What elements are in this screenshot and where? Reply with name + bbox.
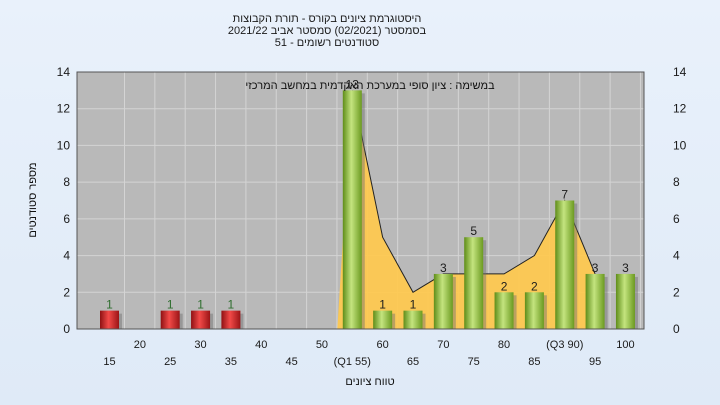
y-tick-label-right: 14	[673, 65, 687, 79]
distribution-area	[337, 90, 598, 329]
y-axis-left: 0 2 4 6 8 10 12 14	[57, 65, 71, 336]
chart-title-line: סטודנטים רשומים - 51	[275, 37, 379, 49]
y-tick-label: 12	[57, 102, 71, 116]
x-axis-label: טווח ציונים	[345, 376, 394, 388]
y-tick-label: 0	[63, 322, 70, 336]
y-axis-right: 0 2 4 6 8 10 12 14	[673, 65, 687, 336]
x-tick-label: (Q3 90)	[546, 339, 583, 351]
bar-value-label: 1	[106, 298, 113, 312]
y-tick-label-right: 12	[673, 102, 687, 116]
y-tick-label: 8	[63, 175, 70, 189]
bar-value-label: 3	[622, 261, 629, 275]
y-tick-label-right: 6	[673, 212, 680, 226]
bar	[585, 273, 605, 329]
bar-value-label: 1	[197, 298, 204, 312]
bar	[494, 292, 514, 329]
y-tick-label-right: 0	[673, 322, 680, 336]
x-tick-label: 30	[194, 339, 206, 351]
y-tick-label: 4	[63, 249, 70, 263]
bar	[464, 237, 484, 329]
bar	[615, 273, 635, 329]
bar-value-label: 13	[346, 77, 360, 91]
bar	[100, 310, 119, 329]
bar-value-label: 1	[410, 298, 417, 312]
y-tick-label: 2	[63, 285, 70, 299]
chart-annotation: במשימה : ציון סופי במערכת האקדמית במחשב …	[245, 80, 495, 92]
bar-value-label: 1	[167, 298, 174, 312]
x-axis: 15 20 25 30 35 40 45 50 (Q1 55) 60 65 70 75 80 85 (Q3 9…	[103, 339, 634, 368]
plot-frame	[76, 71, 645, 330]
x-tick-label: 65	[407, 356, 419, 368]
y-tick-label: 14	[57, 65, 71, 79]
chart-title-line: היסטוגרמת ציונים בקורס - תורת הקבוצות	[233, 13, 422, 25]
bar	[373, 310, 393, 329]
bar	[433, 273, 453, 329]
x-tick-label: 50	[316, 339, 328, 351]
bar-value-label: 2	[501, 279, 508, 293]
bar	[342, 90, 362, 329]
y-tick-label-right: 2	[673, 285, 680, 299]
x-tick-label: 100	[616, 339, 634, 351]
x-tick-label: 40	[255, 339, 267, 351]
x-tick-label: 45	[285, 356, 297, 368]
bar-value-label: 3	[440, 261, 447, 275]
bar	[160, 310, 180, 329]
y-axis-label: מספר סטודנטים	[27, 162, 39, 237]
bar	[191, 310, 211, 329]
x-tick-label: 20	[134, 339, 146, 351]
y-tick-label: 10	[57, 138, 71, 152]
chart-title-line: בסמסטר (02/2021) סמסטר אביב 2021/22	[228, 25, 427, 37]
bar-value-label: 2	[531, 279, 538, 293]
x-tick-label: 60	[377, 339, 389, 351]
x-tick-label: 85	[528, 356, 540, 368]
y-tick-label-right: 10	[673, 138, 687, 152]
bar-value-label: 1	[228, 298, 235, 312]
x-tick-label: 35	[225, 356, 237, 368]
x-tick-label: 75	[468, 356, 480, 368]
bar-value-label: 3	[592, 261, 599, 275]
bar-value-label: 7	[561, 188, 568, 202]
y-tick-label: 6	[63, 212, 70, 226]
x-tick-label: (Q1 55)	[334, 356, 371, 368]
bar-value-label: 1	[379, 298, 386, 312]
y-tick-label-right: 8	[673, 175, 680, 189]
bar	[221, 310, 241, 329]
bar-value-label: 5	[470, 224, 477, 238]
x-tick-label: 15	[103, 356, 115, 368]
x-tick-label: 70	[437, 339, 449, 351]
bar	[403, 310, 423, 329]
x-tick-label: 80	[498, 339, 510, 351]
y-tick-label-right: 4	[673, 249, 680, 263]
bar	[555, 200, 575, 329]
bar	[524, 292, 544, 329]
x-tick-label: 25	[164, 356, 176, 368]
chart-title: היסטוגרמת ציונים בקורס - תורת הקבוצותבסמ…	[228, 13, 427, 49]
x-tick-label: 95	[589, 356, 601, 368]
